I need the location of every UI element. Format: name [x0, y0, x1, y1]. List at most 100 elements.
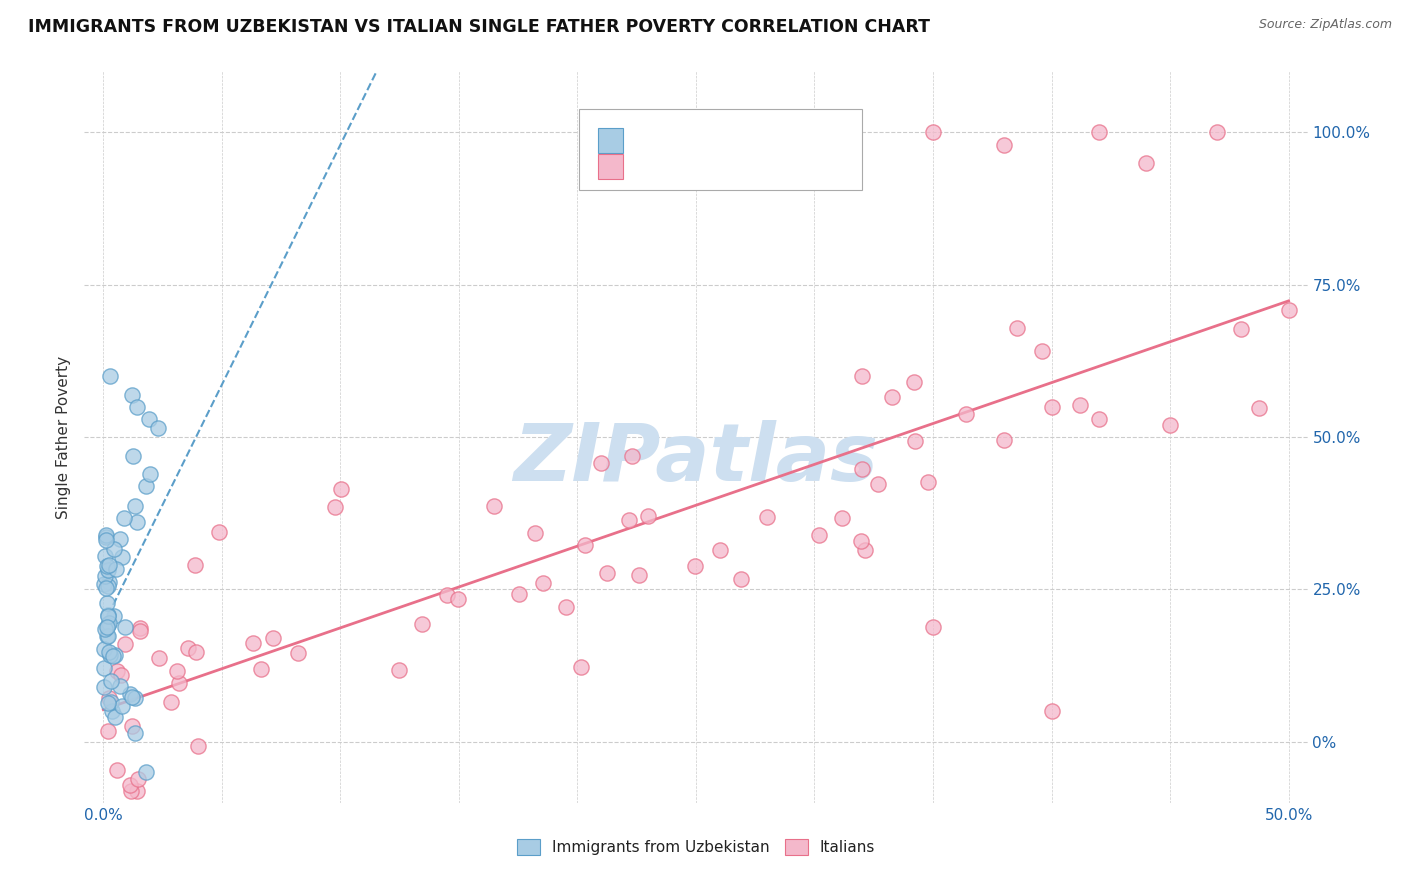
Point — [169, 675, 191, 690]
Point — [922, 620, 945, 634]
Point — [138, 412, 160, 426]
Point — [591, 457, 613, 471]
Point — [627, 568, 650, 582]
Point — [98, 615, 121, 630]
Text: ZIPatlas: ZIPatlas — [513, 420, 879, 498]
Point — [120, 783, 142, 797]
Point — [851, 462, 873, 476]
Point — [447, 592, 470, 607]
Point — [139, 467, 162, 482]
Point — [100, 695, 122, 709]
Point — [112, 511, 135, 525]
Point — [101, 704, 124, 718]
Point — [97, 608, 120, 623]
Point — [1088, 412, 1111, 426]
Point — [904, 434, 927, 448]
Point — [882, 390, 904, 404]
Point — [436, 588, 458, 602]
Point — [97, 645, 120, 659]
Point — [411, 616, 433, 631]
Point — [685, 559, 707, 574]
Point — [330, 482, 353, 496]
Point — [1069, 398, 1091, 412]
Point — [104, 648, 127, 662]
Point — [208, 524, 231, 539]
Point — [128, 621, 150, 635]
Point — [596, 566, 619, 580]
Point — [114, 637, 136, 651]
Point — [262, 632, 284, 646]
Point — [482, 499, 505, 513]
Point — [121, 719, 143, 733]
Point — [287, 647, 309, 661]
Point — [96, 596, 118, 610]
Point — [159, 695, 181, 709]
Point — [993, 433, 1015, 447]
Point — [103, 542, 125, 557]
Point — [851, 369, 873, 384]
Point — [709, 543, 731, 558]
Point — [1040, 400, 1063, 414]
Point — [146, 421, 169, 435]
Point — [135, 764, 157, 779]
Point — [1088, 125, 1111, 139]
Y-axis label: Single Father Poverty: Single Father Poverty — [56, 356, 72, 518]
Point — [120, 688, 142, 702]
Point — [124, 726, 146, 740]
Point — [323, 500, 346, 515]
Point — [97, 580, 120, 594]
Point — [93, 577, 115, 591]
Point — [508, 587, 530, 601]
Point — [97, 563, 120, 577]
Point — [110, 668, 132, 682]
Point — [993, 137, 1015, 152]
Legend: Immigrants from Uzbekistan, Italians: Immigrants from Uzbekistan, Italians — [510, 833, 882, 861]
Point — [922, 125, 945, 139]
Point — [94, 581, 117, 595]
Point — [127, 772, 149, 786]
Point — [127, 783, 149, 797]
Point — [184, 558, 207, 573]
Point — [242, 636, 264, 650]
Point — [917, 475, 939, 489]
Point — [121, 449, 143, 463]
Point — [103, 649, 125, 664]
Point — [93, 661, 115, 675]
Point — [125, 400, 148, 414]
Point — [186, 645, 208, 659]
Point — [98, 558, 121, 572]
Point — [110, 532, 132, 546]
Point — [96, 620, 118, 634]
Point — [637, 509, 659, 524]
Point — [1247, 401, 1270, 415]
Point — [1005, 320, 1028, 334]
Point — [177, 641, 200, 656]
Point — [866, 477, 889, 491]
Point — [111, 550, 134, 565]
Point — [1031, 344, 1053, 359]
Point — [97, 608, 120, 623]
Point — [524, 526, 547, 541]
Point — [853, 543, 876, 558]
Point — [93, 681, 115, 695]
Point — [121, 388, 143, 402]
Point — [555, 600, 578, 615]
Point — [96, 558, 118, 573]
Point — [100, 369, 122, 384]
Point — [148, 651, 170, 665]
Point — [98, 648, 121, 662]
Point — [125, 516, 148, 530]
Point — [807, 527, 830, 541]
Point — [98, 690, 121, 705]
Point — [619, 513, 641, 527]
Point — [97, 628, 120, 642]
Point — [104, 710, 127, 724]
Point — [94, 533, 117, 547]
Point — [1040, 705, 1063, 719]
Point — [114, 620, 136, 634]
Point — [249, 662, 271, 676]
Point — [94, 530, 117, 544]
Point — [851, 533, 873, 548]
Point — [100, 674, 122, 689]
Point — [121, 690, 143, 705]
